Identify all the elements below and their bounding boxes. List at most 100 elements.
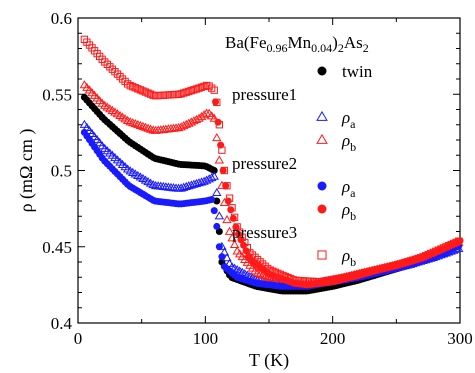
legend-entry-label: ρa xyxy=(341,177,356,200)
data-point xyxy=(210,86,218,94)
data-point xyxy=(419,253,427,261)
data-point xyxy=(284,273,292,282)
data-point xyxy=(213,98,221,107)
data-point xyxy=(103,60,111,69)
data-point xyxy=(206,172,217,182)
data-point xyxy=(118,75,127,83)
data-point xyxy=(210,167,218,174)
data-point xyxy=(222,182,230,190)
data-point xyxy=(365,267,374,276)
data-point xyxy=(212,187,222,197)
data-point xyxy=(209,171,219,180)
data-point xyxy=(227,233,237,242)
data-point xyxy=(447,240,455,249)
data-point xyxy=(449,239,458,248)
data-point xyxy=(452,238,460,246)
data-point xyxy=(286,275,295,283)
data-point xyxy=(212,132,222,142)
x-tick-label: 200 xyxy=(320,329,346,348)
data-point xyxy=(401,258,409,267)
data-point xyxy=(348,272,356,280)
data-point xyxy=(444,242,453,250)
data-point xyxy=(414,254,422,263)
data-point xyxy=(228,204,236,212)
data-point xyxy=(345,272,353,280)
data-point xyxy=(274,269,282,278)
data-point xyxy=(214,155,225,164)
legend-title-text: As xyxy=(344,33,363,52)
data-point xyxy=(218,253,226,261)
data-point xyxy=(213,222,221,230)
legend-marker xyxy=(317,250,327,260)
legend-entry-symbol: ρ xyxy=(341,246,350,265)
data-point xyxy=(358,269,366,277)
legend-entry-symbol: ρ xyxy=(341,177,350,196)
data-point xyxy=(177,90,185,98)
data-point xyxy=(355,270,364,278)
legend-marker xyxy=(316,110,328,121)
legend-entry-label: ρa xyxy=(341,108,356,131)
legend-entry-subscript: b xyxy=(350,140,356,154)
data-point xyxy=(129,83,137,91)
data-point xyxy=(373,265,381,274)
data-point xyxy=(279,271,287,280)
data-point xyxy=(209,113,219,122)
legend-marker xyxy=(317,204,327,214)
data-point xyxy=(276,270,285,279)
data-point xyxy=(125,117,135,126)
data-point xyxy=(111,68,119,76)
data-point xyxy=(192,85,201,93)
data-point xyxy=(269,267,277,275)
data-point xyxy=(360,269,369,277)
data-point xyxy=(229,239,240,248)
x-tick-label: 100 xyxy=(193,329,219,348)
data-point xyxy=(404,257,412,266)
data-point xyxy=(381,264,389,272)
legend-entry-symbol: ρ xyxy=(341,200,350,219)
legend-entry-subscript: b xyxy=(350,255,356,269)
data-point xyxy=(230,213,239,221)
x-tick-label: 0 xyxy=(74,329,83,348)
data-point xyxy=(210,207,218,215)
legend-title-subscript: 0.04 xyxy=(311,41,332,55)
data-point xyxy=(187,86,195,95)
data-point xyxy=(281,272,290,281)
data-point xyxy=(135,120,146,129)
data-point xyxy=(386,262,394,271)
data-point xyxy=(350,271,358,279)
y-tick-label: 0.6 xyxy=(51,9,72,28)
data-point xyxy=(108,65,117,73)
data-point xyxy=(197,83,206,91)
legend-marker xyxy=(316,133,328,144)
data-point xyxy=(258,260,267,268)
data-point xyxy=(271,268,280,276)
data-point xyxy=(396,260,404,268)
data-point xyxy=(376,265,384,273)
data-point xyxy=(251,253,259,261)
legend-title-text: Ba(Fe xyxy=(225,33,267,52)
data-point xyxy=(208,195,216,203)
y-tick-label: 0.55 xyxy=(42,85,72,104)
data-point xyxy=(101,58,109,66)
data-point xyxy=(218,146,226,154)
data-point xyxy=(128,118,138,127)
legend-title: Ba(Fe0.96Mn0.04)2As2 xyxy=(225,33,369,55)
data-point xyxy=(429,248,437,257)
legend-marker xyxy=(317,66,327,76)
data-point xyxy=(190,86,198,94)
legend-title-subscript: 0.96 xyxy=(267,41,288,55)
data-point xyxy=(121,77,129,86)
data-point xyxy=(378,264,386,273)
data-point xyxy=(180,89,188,97)
data-point xyxy=(182,88,190,96)
data-point xyxy=(116,72,124,81)
data-point xyxy=(340,273,348,282)
y-tick-label: 0.4 xyxy=(51,314,73,333)
data-point xyxy=(202,81,211,90)
data-point xyxy=(256,258,264,266)
legend-title-subscript: 2 xyxy=(338,41,344,55)
data-point xyxy=(195,84,203,92)
data-point xyxy=(343,273,351,281)
data-point xyxy=(432,247,440,255)
data-point xyxy=(424,250,432,259)
